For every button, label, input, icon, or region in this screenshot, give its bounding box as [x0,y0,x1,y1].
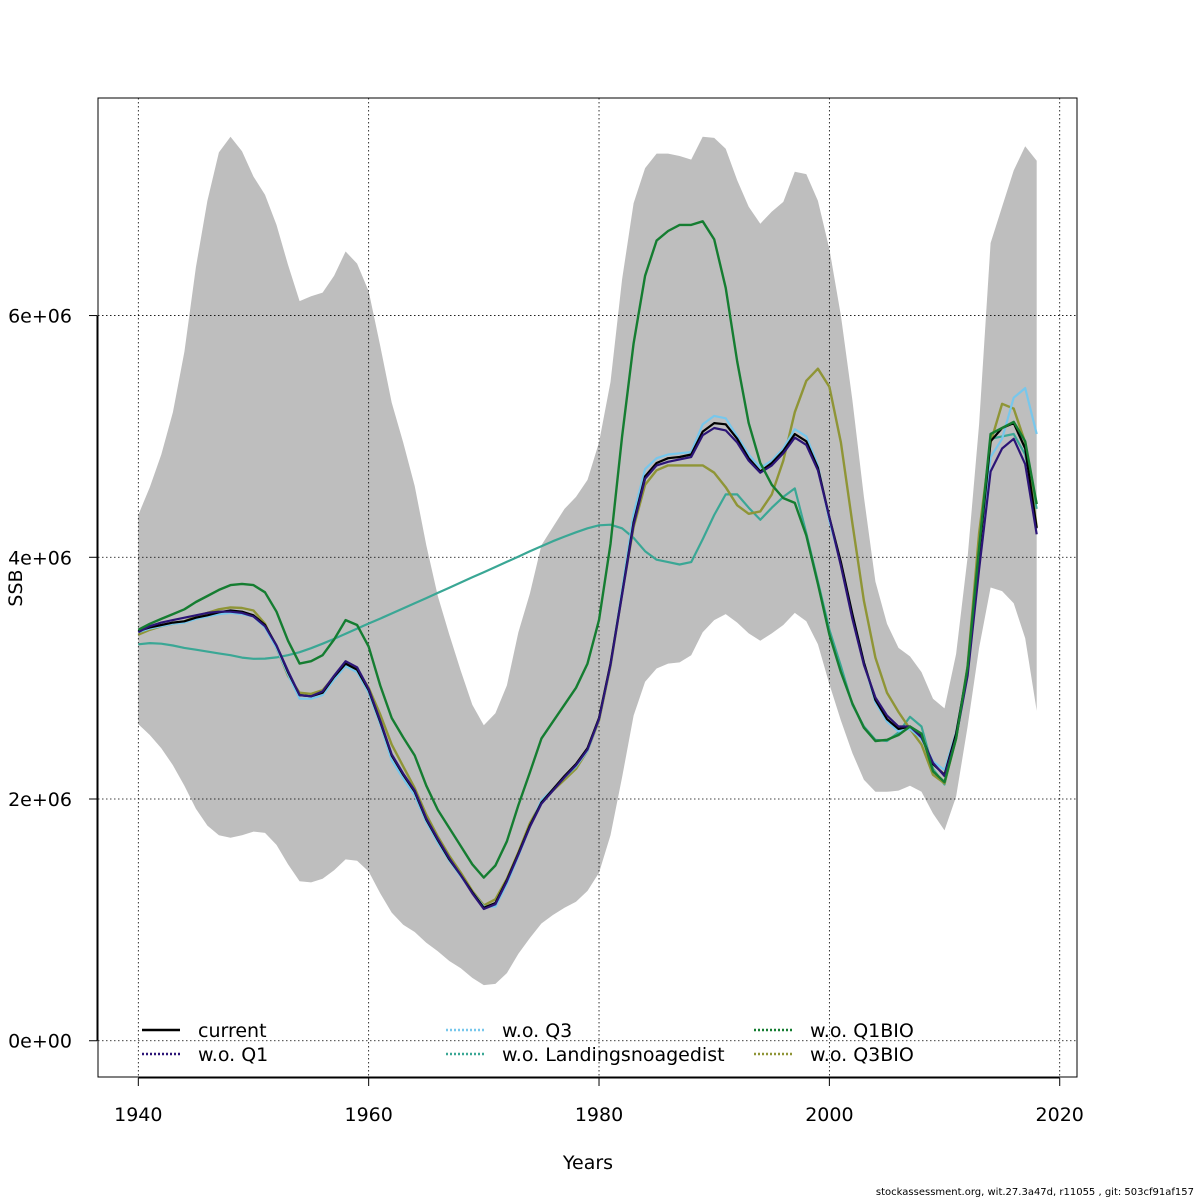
y-tick-label: 2e+06 [8,789,72,811]
y-tick-label: 6e+06 [8,306,72,328]
legend-label: w.o. Landingsnoagedist [502,1044,725,1066]
y-axis-label: SSB [5,569,27,606]
series-line [137,426,1038,911]
x-axis-label: Years [562,1152,613,1174]
legend-label: current [198,1020,267,1042]
y-tick-label: 4e+06 [8,547,72,569]
x-tick-label: 2000 [805,1104,853,1126]
plot-frame [97,97,1078,1078]
confidence-band-layer [138,136,1037,986]
legend-label: w.o. Q3 [502,1020,572,1042]
legend-entry: w.o. Landingsnoagedist [446,1044,725,1066]
footer-credit: stockassessment.org, wit.27.3a47d, r1105… [875,1187,1194,1198]
grid-layer [98,98,1077,1077]
confidence-band [138,136,1037,986]
y-tick-label: 0e+00 [8,1031,72,1053]
series-line [137,220,1038,879]
legend-entry: current [142,1020,267,1042]
series-layer [137,220,1038,911]
x-tick-label: 1980 [575,1104,623,1126]
axis-layer: 1940 1960 1980 2000 2020 0e+00 2e+06 4e+06 6e+06 [8,306,1084,1126]
x-tick-label: 1960 [344,1104,392,1126]
x-tick-label: 2020 [1036,1104,1084,1126]
legend-entry: w.o. Q3 [446,1020,572,1042]
legend-label: w.o. Q3BIO [810,1044,914,1066]
legend-entry: w.o. Q3BIO [754,1044,914,1066]
x-tick-label: 1940 [114,1104,162,1126]
legend-entry: w.o. Q1BIO [754,1020,914,1042]
legend-label: w.o. Q1 [198,1044,268,1066]
legend-entry: w.o. Q1 [142,1044,268,1066]
legend-label: w.o. Q1BIO [810,1020,914,1042]
